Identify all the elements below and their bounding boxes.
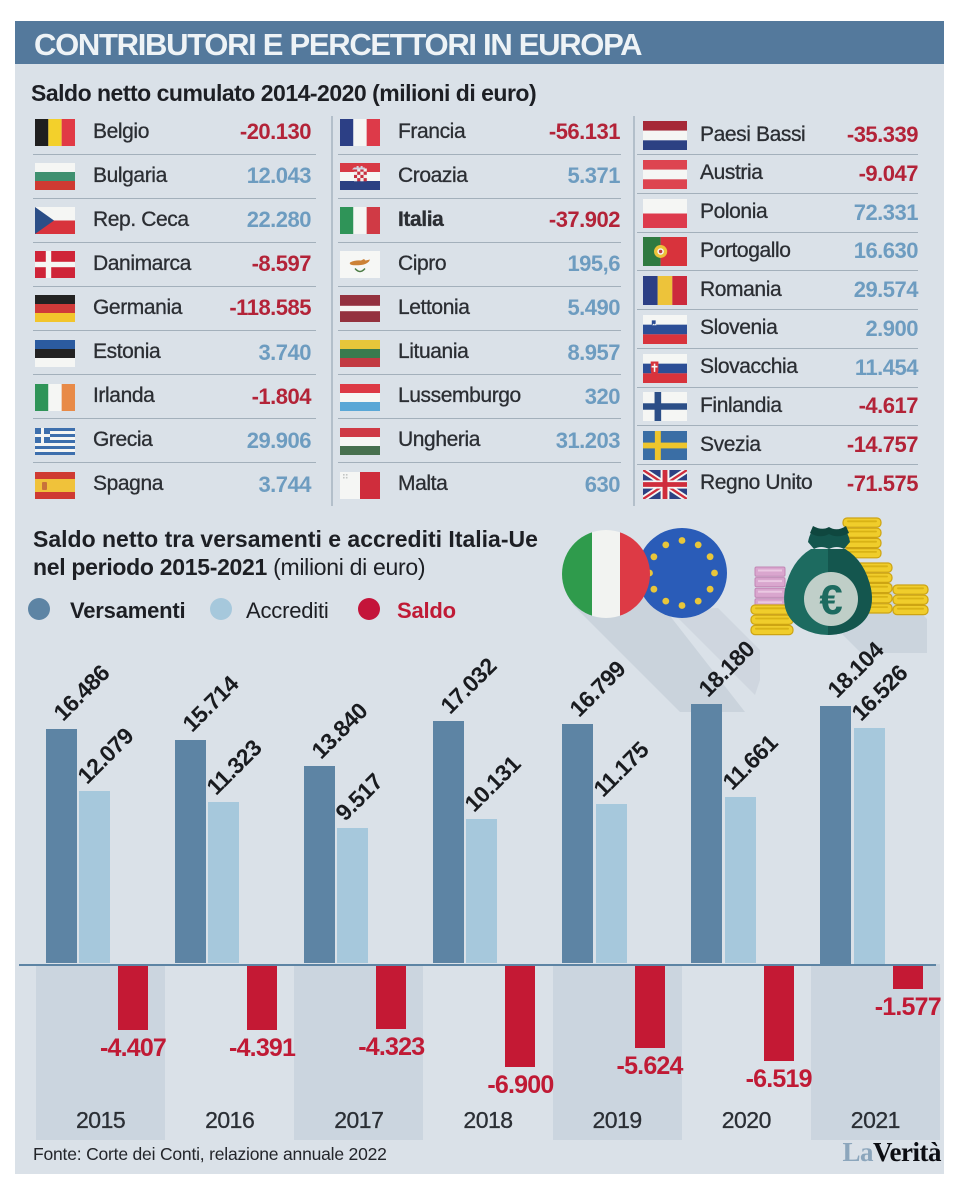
svg-text:€: € — [819, 576, 842, 623]
